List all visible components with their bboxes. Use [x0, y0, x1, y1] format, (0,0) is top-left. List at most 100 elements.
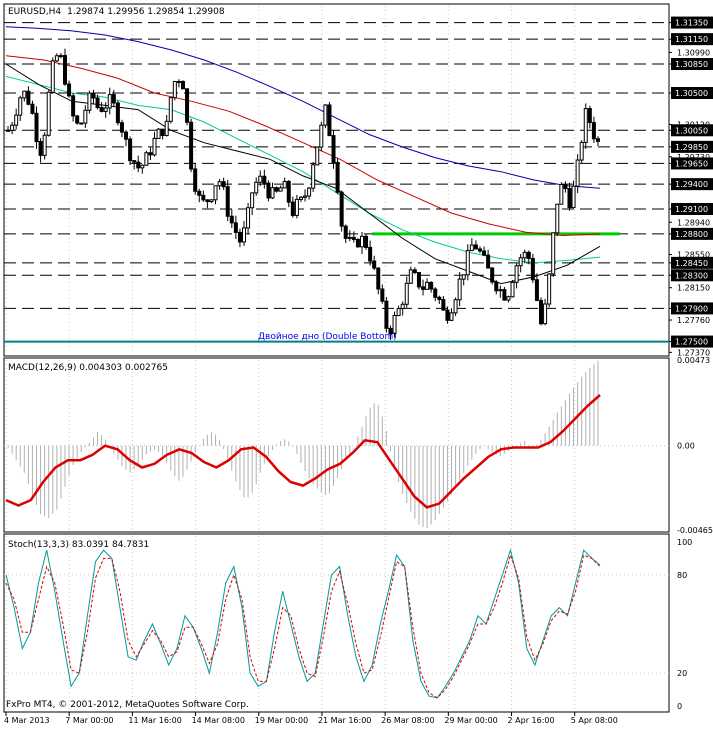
stoch-axis: 100 80 20 0 [677, 538, 692, 711]
candle [71, 92, 76, 122]
level-box [671, 157, 713, 170]
level-box [671, 124, 713, 137]
macd-axis: 0.00473 0.00 -0.00465 [677, 356, 713, 535]
candle [156, 127, 161, 139]
candle [465, 244, 470, 281]
candle [233, 215, 238, 239]
candle [551, 232, 556, 277]
macd-signal-line [5, 394, 601, 509]
candle [278, 185, 283, 192]
candle [559, 182, 564, 205]
price-tick-label: 1.28150 [677, 284, 710, 293]
candle [331, 130, 336, 169]
ma-red-line [5, 55, 601, 237]
stoch-tick-label: 0 [677, 702, 682, 711]
candle [522, 249, 527, 264]
candle [34, 106, 39, 149]
candle [583, 103, 588, 149]
moving-averages [5, 26, 601, 285]
price-tick-label: 1.28550 [677, 251, 710, 260]
candle [6, 126, 11, 132]
candle [26, 86, 31, 106]
candle [294, 194, 299, 219]
time-tick-label: 29 Mar 00:00 [444, 716, 497, 725]
candle [250, 192, 255, 216]
candle [83, 105, 88, 128]
macd-tick-label: -0.00465 [677, 526, 713, 535]
candle [266, 180, 271, 202]
candle [246, 203, 251, 235]
candle [380, 284, 385, 304]
candle [575, 154, 580, 194]
candle [303, 189, 308, 202]
price-panel-border [3, 3, 670, 357]
candle [563, 181, 568, 193]
candle [510, 279, 515, 298]
level-box-label: 1.30500 [675, 89, 708, 98]
candle [270, 182, 275, 200]
candle [433, 287, 438, 302]
level-box [671, 33, 713, 46]
candle [571, 180, 576, 209]
candle [62, 48, 67, 86]
time-tick-label: 26 Mar 08:00 [381, 716, 434, 725]
candle [99, 102, 104, 113]
candle [408, 266, 413, 284]
candle [67, 80, 72, 98]
candle [400, 301, 405, 316]
macd-header: MACD(12,26,9) 0.004303 0.002765 [8, 363, 168, 373]
candle [148, 147, 153, 161]
candle [591, 116, 596, 143]
copyright-text: FxPro MT4, © 2001-2012, MetaQuotes Softw… [6, 700, 249, 710]
level-box [671, 203, 713, 215]
candle [160, 128, 165, 140]
time-tick-label: 19 Mar 00:00 [255, 716, 308, 725]
level-box-label: 1.29400 [675, 180, 708, 189]
candle [124, 130, 129, 147]
stoch-lines [5, 548, 601, 699]
candle [46, 90, 51, 137]
ma-green-line [5, 75, 601, 264]
candle [18, 95, 23, 121]
candle [75, 114, 80, 125]
candle [225, 180, 230, 222]
price-tick-label: 1.28940 [677, 218, 710, 227]
macd-grid [4, 360, 669, 530]
time-tick-label: 2 Apr 16:00 [508, 716, 555, 725]
candle [412, 267, 417, 275]
candle [339, 190, 344, 232]
candle [445, 306, 450, 324]
candle [555, 203, 560, 237]
level-box [671, 58, 713, 70]
candle [396, 305, 401, 317]
stoch-tick-label: 100 [677, 538, 692, 547]
candle [237, 228, 242, 248]
candle [180, 80, 185, 90]
level-box-label: 1.30050 [675, 126, 708, 135]
level-box [671, 302, 713, 315]
stoch-tick-label: 20 [677, 669, 687, 678]
candle [185, 88, 190, 126]
level-box-label: 1.29650 [675, 159, 708, 168]
candle [229, 209, 234, 228]
candle [461, 274, 466, 286]
candle [115, 100, 120, 126]
candle [54, 53, 59, 63]
candle [319, 121, 324, 152]
stoch-main-line [5, 548, 601, 699]
candle [213, 185, 218, 205]
candle [477, 246, 482, 254]
candle [482, 246, 487, 257]
candle [437, 295, 442, 304]
level-box [671, 178, 713, 191]
candle [388, 325, 393, 340]
candle [307, 186, 312, 200]
candle [311, 161, 316, 192]
candle [327, 102, 332, 137]
candle [95, 94, 100, 110]
time-tick-label: 14 Mar 08:00 [192, 716, 245, 725]
candle [343, 224, 348, 244]
level-box-label: 1.31150 [675, 35, 708, 44]
candle [217, 178, 222, 190]
price-grid [5, 6, 576, 354]
